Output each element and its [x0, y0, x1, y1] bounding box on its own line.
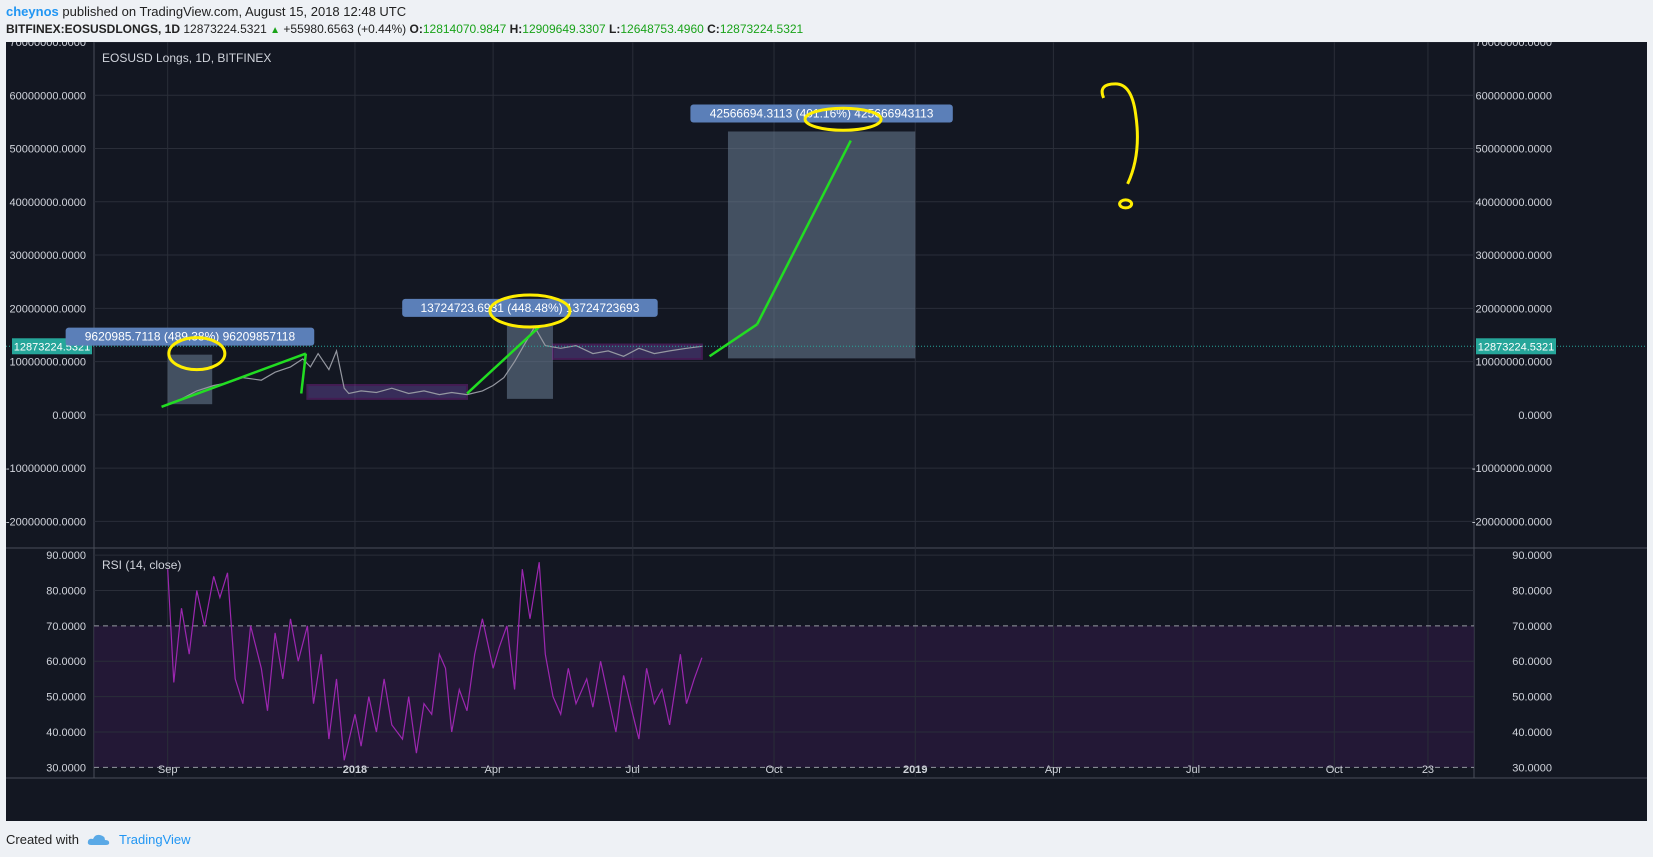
rsi-tick-label-left: 50.0000: [46, 692, 86, 704]
open-value: 12814070.9847: [422, 22, 507, 36]
published-text: published on TradingView.com, August 15,…: [62, 4, 407, 19]
y-tick-label-left: 30000000.0000: [10, 250, 86, 262]
tradingview-link[interactable]: TradingView: [118, 832, 191, 847]
green-trend-line: [299, 353, 308, 394]
footer: Created with TradingView: [6, 832, 191, 847]
cloud-logo-icon: [87, 834, 110, 845]
y-tick-label-left: 60000000.0000: [10, 90, 86, 102]
close-label: C:: [707, 22, 720, 36]
rsi-tick-label-left: 40.0000: [46, 727, 86, 739]
created-with-text: Created with: [6, 832, 79, 847]
range-box: [306, 384, 469, 400]
chart-container[interactable]: Sep 2018 Apr Jul Oct 2019 Apr Jul Oct 23 -20000000…: [6, 42, 1647, 821]
open-label: O:: [409, 22, 423, 36]
high-label: H:: [509, 22, 523, 36]
measure-label-bg: [690, 104, 953, 123]
price-change: +55980.6563 (+0.44%): [283, 22, 407, 36]
x-tick-label: Apr: [1045, 764, 1062, 776]
rsi-tick-label-right: 90.0000: [1512, 550, 1552, 562]
publish-line: cheynos published on TradingView.com, Au…: [6, 4, 406, 19]
up-triangle-icon: ▲: [270, 25, 281, 36]
rsi-tick-label-right: 40.0000: [1512, 727, 1552, 739]
x-tick-label: Oct: [765, 764, 782, 776]
y-tick-label-left: 50000000.0000: [10, 144, 86, 156]
green-trend-line: [708, 323, 758, 358]
rsi-tick-label-right: 60.0000: [1512, 656, 1552, 668]
last-price-marker-right: [1476, 338, 1556, 355]
question-mark-dot: [1118, 198, 1134, 210]
high-value: 12909649.3307: [522, 22, 606, 36]
measure-label: 42566694.3113 (401.16%) 425666943113: [710, 106, 934, 120]
rsi-tick-label-left: 30.0000: [46, 762, 86, 774]
x-tick-label: Jul: [1186, 764, 1200, 776]
y-tick-label-right: 10000000.0000: [1476, 357, 1552, 369]
rsi-tick-label-left: 80.0000: [46, 585, 86, 597]
price-series-line: [167, 325, 702, 405]
last-price: 12873224.5321: [183, 22, 267, 36]
x-tick-label: Sep: [158, 764, 178, 776]
main-pane-title: EOSUSD Longs, 1D, BITFINEX: [102, 51, 271, 65]
rsi-tick-label-right: 70.0000: [1512, 621, 1552, 633]
y-tick-label-right: -20000000.0000: [1472, 516, 1552, 528]
rsi-tick-label-left: 60.0000: [46, 656, 86, 668]
close-value: 12873224.5321: [719, 22, 804, 36]
chart-canvas[interactable]: Sep 2018 Apr Jul Oct 2019 Apr Jul Oct 23 -20000000…: [6, 42, 1647, 821]
yellow-highlight-circle: [488, 293, 572, 329]
low-label: L:: [609, 22, 621, 36]
green-trend-line: [161, 352, 307, 409]
rsi-pane-title: RSI (14, close): [102, 558, 181, 572]
y-tick-label-left: -20000000.0000: [6, 516, 86, 528]
y-tick-label-left: 10000000.0000: [10, 357, 86, 369]
x-tick-label: Oct: [1326, 764, 1343, 776]
rsi-tick-label-right: 30.0000: [1512, 762, 1552, 774]
y-tick-label-right: 70000000.0000: [1476, 42, 1552, 49]
y-tick-label-left: 0.0000: [52, 410, 86, 422]
x-tick-label: 2019: [903, 764, 927, 776]
y-tick-label-right: 20000000.0000: [1476, 303, 1552, 315]
symbol-label: BITFINEX:EOSUSDLONGS, 1D: [6, 22, 181, 36]
y-tick-label-right: 0.0000: [1518, 410, 1552, 422]
x-tick-label: Jul: [626, 764, 640, 776]
yellow-highlight-circle: [803, 106, 883, 132]
y-tick-label-right: 50000000.0000: [1476, 144, 1552, 156]
y-tick-label-right: -10000000.0000: [1472, 463, 1552, 475]
x-tick-label: Apr: [485, 764, 502, 776]
symbol-quote-line: BITFINEX:EOSUSDLONGS, 1D 12873224.5321 ▲…: [6, 22, 803, 36]
rsi-tick-label-right: 80.0000: [1512, 585, 1552, 597]
x-tick-label: 23: [1422, 764, 1434, 776]
y-tick-label-right: 60000000.0000: [1476, 90, 1552, 102]
measure-label: 13724723.6931 (448.48%) 13724723693: [421, 301, 640, 315]
green-trend-line: [466, 326, 541, 395]
yellow-highlight-circle: [167, 336, 227, 372]
range-box: [551, 343, 703, 360]
y-tick-label-left: 20000000.0000: [10, 303, 86, 315]
x-tick-label: 2018: [343, 764, 367, 776]
rsi-series-line: [167, 562, 703, 761]
rsi-tick-label-right: 50.0000: [1512, 692, 1552, 704]
low-value: 12648753.4960: [620, 22, 704, 36]
y-tick-label-right: 30000000.0000: [1476, 250, 1552, 262]
y-tick-label-left: 70000000.0000: [10, 42, 86, 49]
last-price-label-right: 12873224.5321: [1478, 341, 1554, 353]
rsi-tick-label-left: 90.0000: [46, 550, 86, 562]
y-tick-label-left: -10000000.0000: [6, 463, 86, 475]
publisher-link[interactable]: cheynos: [6, 4, 59, 19]
question-mark-stroke: [1100, 82, 1139, 185]
y-tick-label-right: 40000000.0000: [1476, 197, 1552, 209]
rsi-tick-label-left: 70.0000: [46, 621, 86, 633]
measure-label-bg: [402, 298, 658, 317]
y-tick-label-left: 40000000.0000: [10, 197, 86, 209]
green-trend-line: [756, 139, 852, 325]
